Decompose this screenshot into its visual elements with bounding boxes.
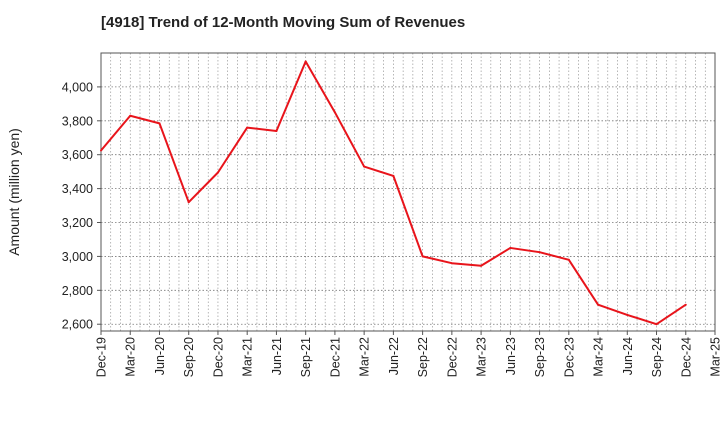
x-tick-label: Sep-21 (299, 337, 313, 377)
data-point (567, 258, 570, 261)
data-point (333, 111, 336, 114)
x-tick-label: Jun-22 (387, 337, 401, 375)
data-point (246, 126, 249, 129)
x-tick-label: Dec-20 (211, 337, 225, 377)
x-axis-ticks: Dec-19 Mar-20 Jun-20 Sep-20 Dec-20 Mar-21 Jun-… (95, 331, 720, 377)
x-tick-label: Jun-20 (153, 337, 167, 375)
data-point (392, 174, 395, 177)
x-tick-label: Jun-23 (504, 337, 518, 375)
x-tick-label: Dec-23 (562, 337, 576, 377)
data-point (275, 129, 278, 132)
data-point (480, 264, 483, 267)
y-tick-label: 3,000 (62, 250, 93, 264)
y-axis-label: Amount (million yen) (6, 128, 22, 256)
grid-lines (101, 53, 715, 331)
y-axis-ticks: 2,600 2,800 3,000 3,200 3,400 3,600 3,800 4,000 (62, 80, 101, 332)
x-tick-label: Dec-21 (328, 337, 342, 377)
data-point (626, 313, 629, 316)
x-tick-label: Sep-24 (650, 337, 664, 377)
data-point (100, 149, 102, 152)
chart-title: [4918] Trend of 12-Month Moving Sum of R… (101, 14, 466, 31)
data-point (304, 60, 307, 63)
data-point (158, 122, 161, 125)
y-tick-label: 3,600 (62, 148, 93, 162)
data-point (597, 303, 600, 306)
data-point (363, 165, 366, 168)
x-tick-label: Sep-23 (533, 337, 547, 377)
x-tick-label: Mar-21 (241, 337, 255, 377)
data-point (129, 114, 132, 117)
x-tick-label: Mar-23 (475, 337, 489, 377)
y-tick-label: 3,200 (62, 216, 93, 230)
data-point (421, 255, 424, 258)
data-point (450, 262, 453, 265)
data-point (655, 323, 658, 326)
x-tick-label: Dec-24 (679, 337, 693, 377)
x-tick-label: Dec-19 (95, 337, 109, 377)
series-layer (100, 60, 687, 326)
y-tick-label: 2,800 (62, 284, 93, 298)
x-tick-label: Jun-21 (270, 337, 284, 375)
x-tick-label: Jun-24 (621, 337, 635, 375)
x-tick-label: Mar-24 (592, 337, 606, 377)
x-tick-label: Mar-22 (358, 337, 372, 377)
x-tick-label: Mar-20 (124, 337, 138, 377)
plot-area-frame (100, 52, 716, 332)
y-tick-label: 3,400 (62, 182, 93, 196)
y-tick-label: 3,800 (62, 114, 93, 128)
data-point (187, 201, 190, 204)
data-point (216, 171, 219, 174)
data-point (509, 246, 512, 249)
data-point (538, 251, 541, 254)
y-tick-label: 2,600 (62, 318, 93, 332)
x-tick-label: Sep-22 (416, 337, 430, 377)
x-tick-label: Dec-22 (445, 337, 459, 377)
data-point (684, 303, 687, 306)
y-tick-label: 4,000 (62, 80, 93, 94)
x-tick-label: Sep-20 (182, 337, 196, 377)
x-tick-label: Mar-25 (709, 337, 720, 377)
